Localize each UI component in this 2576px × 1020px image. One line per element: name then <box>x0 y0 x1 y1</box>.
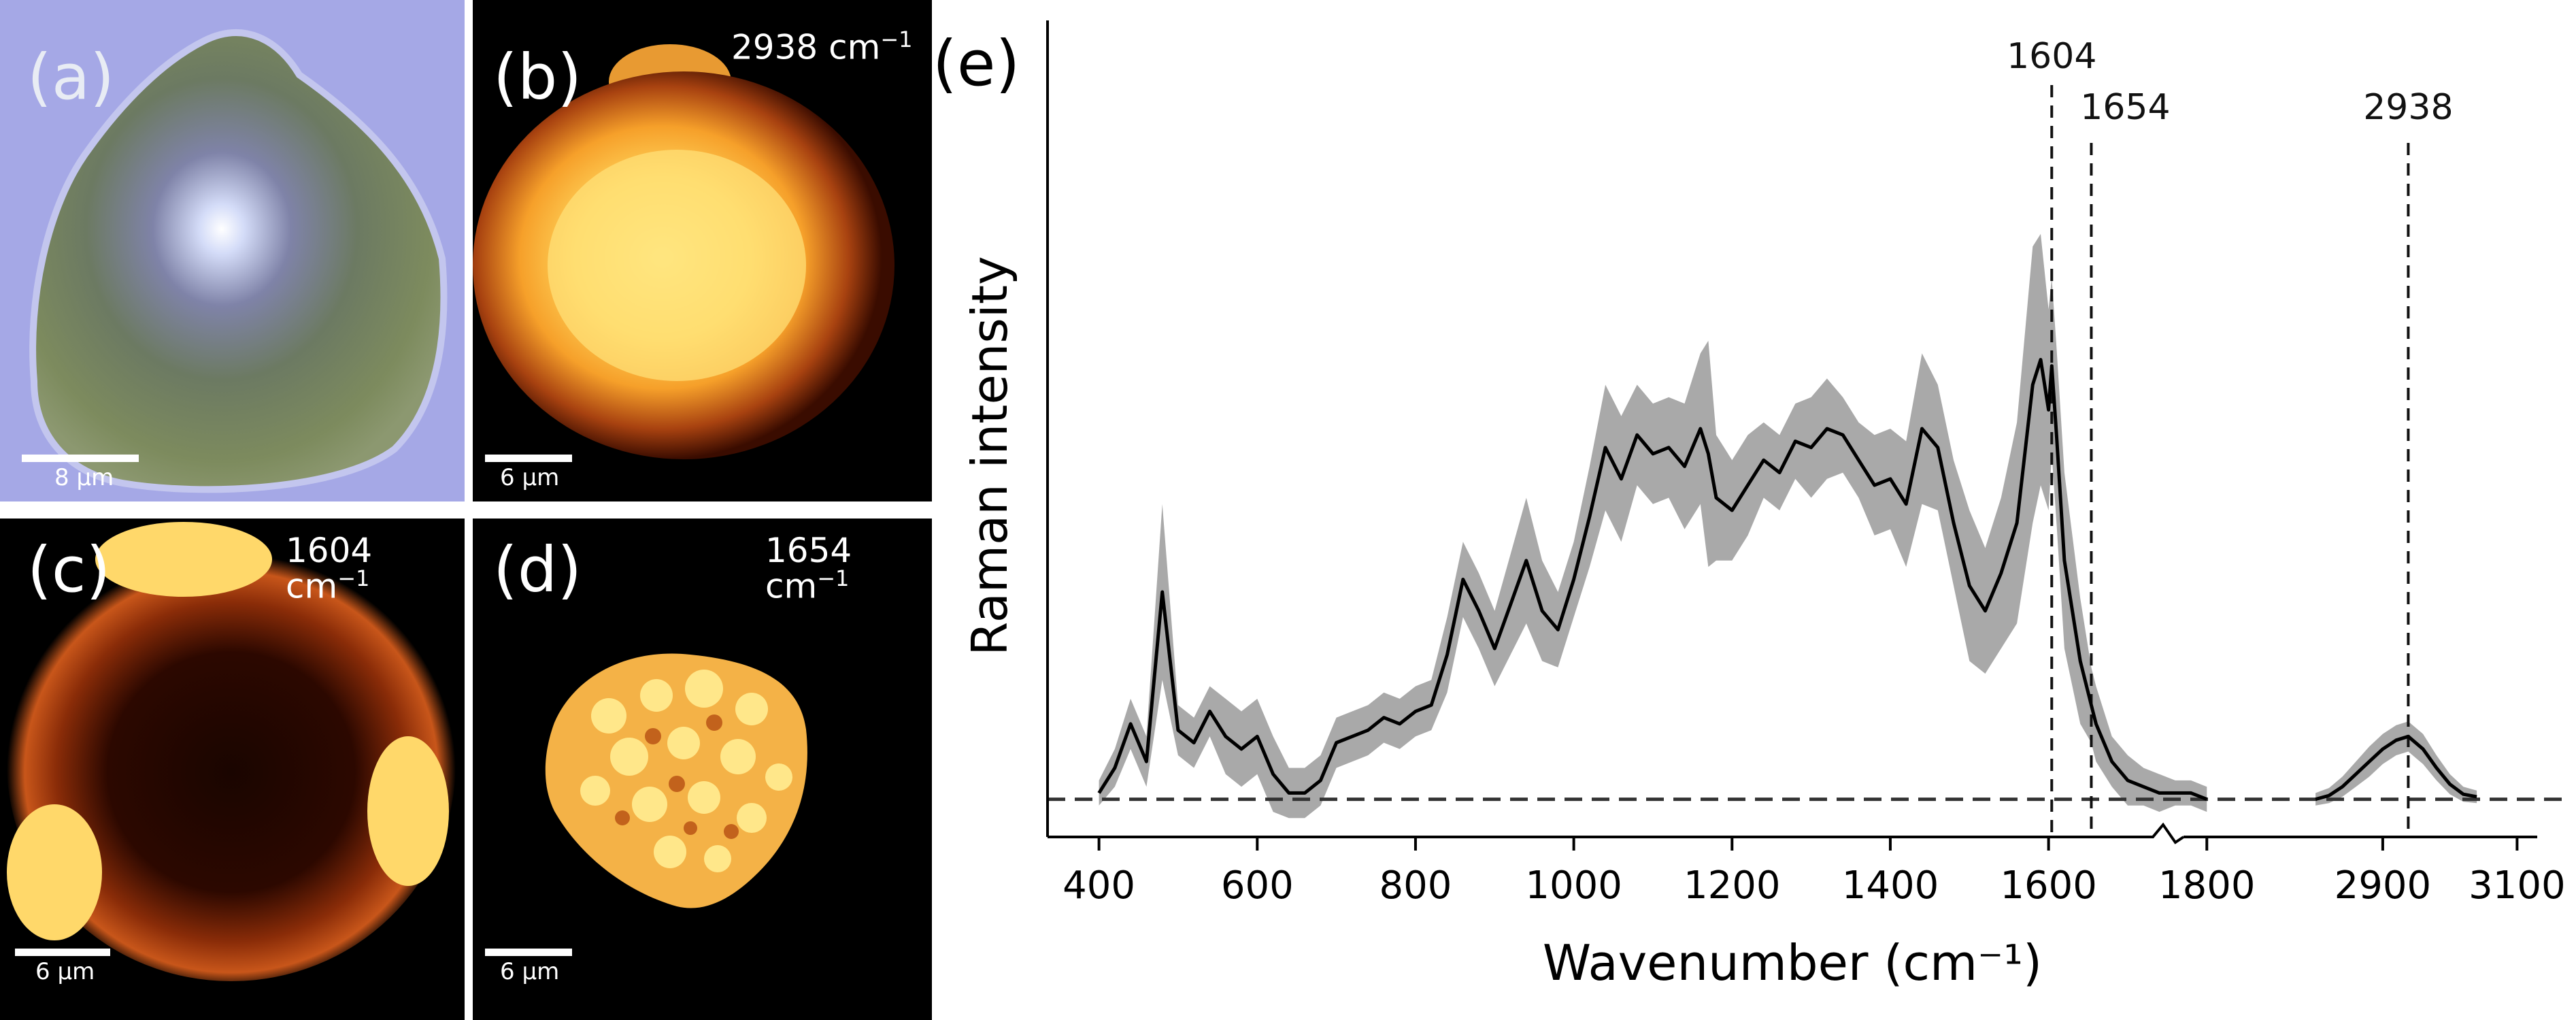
scale-label: 6 μm <box>500 464 560 491</box>
scale-bar: 8 μm <box>22 455 139 489</box>
brightfield-image <box>0 0 465 501</box>
mean-line-layer <box>1097 358 2477 802</box>
x-tick-label-1800: 1800 <box>2158 863 2256 908</box>
axis-break <box>2143 822 2185 844</box>
panel-b-label: (b) <box>493 41 582 114</box>
x-tick-label-1600: 1600 <box>2000 863 2097 908</box>
panel-c-map-1604: (c) 1604 cm−1 6 μm <box>0 519 465 1020</box>
raman-map-1604 <box>0 519 465 1020</box>
x-tick-label-1200: 1200 <box>1684 863 1781 908</box>
marker-label-2938: 2938 <box>2363 87 2453 128</box>
x-tick-label-3100: 3100 <box>2469 863 2566 908</box>
wavenumber-label: 1654 cm−1 <box>765 531 852 606</box>
scale-bar: 6 μm <box>485 949 572 983</box>
scale-label: 8 μm <box>54 464 114 491</box>
std-band-1 <box>2315 721 2477 806</box>
std-band-layer <box>1099 233 2477 819</box>
scale-bar: 6 μm <box>485 455 572 489</box>
marker-layer: 1604 1654 2938 <box>2007 36 2454 837</box>
raman-spectrum-chart: 1604 1654 2938 400 600 800 1000 1200 1400 1600 18… <box>933 20 2566 991</box>
std-band-0 <box>1099 233 2207 819</box>
x-ticks: 400 600 800 1000 1200 1400 1600 1800 2900 3100 <box>1063 837 2566 908</box>
x-tick-label-1000: 1000 <box>1525 863 1622 908</box>
axes <box>1046 20 2537 844</box>
x-tick-label-800: 800 <box>1379 863 1452 908</box>
mean-line-1 <box>2315 734 2477 802</box>
panel-d-label: (d) <box>493 533 582 606</box>
marker-label-1604: 1604 <box>2007 36 2096 77</box>
wavenumber-label: 2938 cm−1 <box>731 27 913 67</box>
panel-b-map-2938: (b) 2938 cm−1 6 μm <box>473 0 932 501</box>
y-axis-label: Raman intensity <box>961 256 1018 656</box>
scale-label: 6 μm <box>500 958 560 985</box>
x-tick-label-2900: 2900 <box>2335 863 2432 908</box>
mean-line-0 <box>1097 358 2208 801</box>
x-axis-label: Wavenumber (cm⁻¹) <box>1543 934 2042 991</box>
panel-c-label: (c) <box>27 533 111 606</box>
panel-a-brightfield: (a) 8 μm <box>0 0 465 501</box>
scale-label: 6 μm <box>35 958 95 985</box>
panel-a-label: (a) <box>27 41 115 114</box>
raman-map-2938 <box>473 0 932 501</box>
raman-map-1654 <box>473 519 932 1020</box>
x-tick-label-1400: 1400 <box>1842 863 1939 908</box>
x-tick-label-400: 400 <box>1063 863 1135 908</box>
scale-bar: 6 μm <box>15 949 110 983</box>
wavenumber-label: 1604 cm−1 <box>286 531 373 606</box>
panel-d-map-1654: (d) 1654 cm−1 6 μm <box>473 519 932 1020</box>
x-tick-label-600: 600 <box>1221 863 1294 908</box>
panel-e-label: (e) <box>933 27 1020 100</box>
marker-label-1654: 1654 <box>2080 87 2170 128</box>
